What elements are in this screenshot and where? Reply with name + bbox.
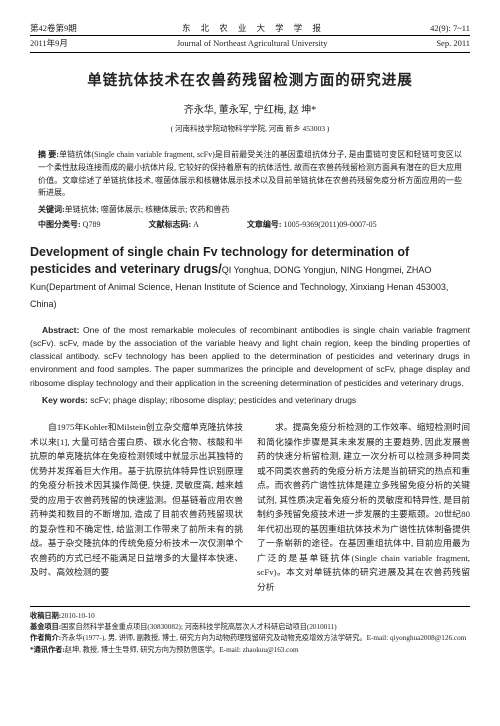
footer-block: 收稿日期:2010-10-10 基金项目:国家自然科学基金重点项目(308300… [30,606,470,656]
fund-info: 基金项目:国家自然科学基金重点项目(30830082); 河南科技学院高层次人才… [30,622,470,633]
journal-name-cn: 东 北 农 业 大 学 学 报 [77,22,430,34]
clc-label: 中图分类号: [38,220,81,229]
title-cn: 单链抗体技术在农兽药残留检测方面的研究进展 [30,71,470,92]
abstract-cn: 摘 要:单链抗体(Single chain variable fragment,… [30,149,470,200]
artno-label: 文章编号: [247,220,282,229]
running-header-top: 第42卷第9期 东 北 农 业 大 学 学 报 42(9): 7~11 [30,22,470,36]
docid-value: A [193,220,199,229]
date-en: Sep. 2011 [436,37,470,49]
page-range: 42(9): 7~11 [430,22,470,34]
corresponding-author: *通讯作者:赵坤, 教授, 博士生导师, 研究方向为预防兽医学。E-mail: … [30,645,470,656]
abstract-cn-label: 摘 要: [38,150,59,159]
abstract-en-text: One of the most remarkable molecules of … [30,325,470,388]
body-columns: 自1975年Kohler和Milstein创立杂交瘤单克隆抗体技术以来[1], … [30,420,470,594]
journal-name-en: Journal of Northeast Agricultural Univer… [68,37,436,49]
volume-issue-cn: 第42卷第9期 [30,22,77,34]
author-bio: 作者简介:齐永华(1977-), 男, 讲师, 副教授, 博士, 研究方向为动物… [30,633,470,644]
body-paragraph: 自1975年Kohler和Milstein创立杂交瘤单克隆抗体技术以来[1], … [30,420,243,580]
abstract-cn-text: 单链抗体(Single chain variable fragment, scF… [38,150,462,197]
clc-value: Q789 [83,220,101,229]
body-paragraph: 求。提高免疫分析检测的工作效率、缩短检测时间和简化操作步骤是其未来发展的主要趋势… [257,420,470,594]
abstract-en-label: Abstract: [42,325,79,335]
running-header-bottom: 2011年9月 Journal of Northeast Agricultura… [30,37,470,52]
keywords-en: Key words: scFv; phage display; ribosome… [30,394,470,406]
affiliation-cn: ( 河南科技学院动物科学学院, 河南 新乡 453003 ) [30,124,470,135]
keywords-cn-label: 关键词: [38,205,65,214]
keywords-en-text: scFv; phage display; ribosome display; p… [88,395,356,405]
title-en-block: Development of single chain Fv technolog… [30,244,470,312]
abstract-en: Abstract: One of the most remarkable mol… [30,324,470,390]
authors-cn: 齐永华, 董永军, 宁红梅, 赵 坤* [30,104,470,119]
keywords-en-label: Key words: [42,395,88,405]
docid-label: 文献标志码: [148,220,191,229]
keywords-cn-text: 单链抗体; 噬菌体展示; 核糖体展示; 农药和兽药 [65,205,230,214]
classification-row: 中图分类号: Q789 文献标志码: A 文章编号: 1005-9369(201… [30,219,470,231]
received-date: 收稿日期:2010-10-10 [30,611,470,622]
artno-value: 1005-9369(2011)09-0007-05 [284,220,377,229]
page: 第42卷第9期 东 北 农 业 大 学 学 报 42(9): 7~11 2011… [0,0,500,676]
keywords-cn: 关键词:单链抗体; 噬菌体展示; 核糖体展示; 农药和兽药 [30,204,470,216]
date-cn: 2011年9月 [30,37,68,49]
